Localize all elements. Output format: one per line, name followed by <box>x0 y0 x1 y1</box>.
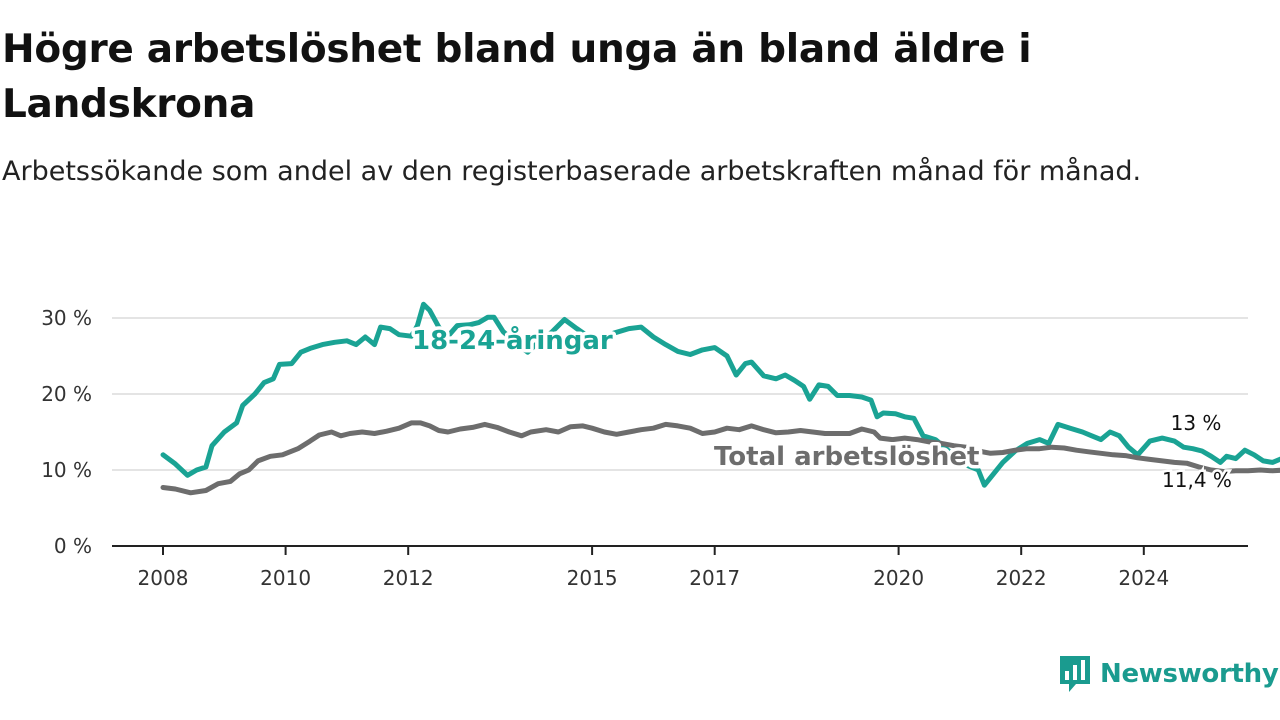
x-tick-label: 2015 <box>567 566 618 590</box>
x-tick-label: 2008 <box>138 566 189 590</box>
chart-subtitle: Arbetssökande som andel av den registerb… <box>2 156 1142 187</box>
gridlines <box>112 317 1248 471</box>
series-line-youth <box>160 301 1280 488</box>
x-tick-label: 2010 <box>260 566 311 590</box>
x-tick-label: 2022 <box>996 566 1047 590</box>
series-labels: 18-24-åringar Total arbetslöshet 13 % 11,4 … <box>409 321 1235 495</box>
x-tick-label: 2017 <box>689 566 740 590</box>
newsworthy-logo: Newsworthy <box>1058 654 1279 694</box>
series-line-total <box>160 420 1280 496</box>
brand-name: Newsworthy <box>1100 659 1279 689</box>
y-tick-label: 30 % <box>41 306 92 330</box>
line-chart: 0 % 10 % 20 % 30 % 2008 2010 2012 2015 2017 2020… <box>41 301 1280 590</box>
x-axis: 2008 2010 2012 2015 2017 2020 2022 2024 <box>112 545 1248 590</box>
y-tick-label: 10 % <box>41 458 92 482</box>
series-label-total: Total arbetslöshet <box>714 442 979 472</box>
series-label-youth: 18-24-åringar <box>412 324 613 356</box>
end-label-total: 11,4 % <box>1162 468 1232 492</box>
end-label-youth: 13 % <box>1171 411 1222 435</box>
series-lines <box>160 301 1280 496</box>
newsworthy-chart-bubble-icon <box>1060 656 1090 692</box>
x-tick-label: 2012 <box>383 566 434 590</box>
y-tick-label: 20 % <box>41 382 92 406</box>
x-tick-label: 2024 <box>1118 566 1169 590</box>
x-tick-label: 2020 <box>873 566 924 590</box>
y-tick-label: 0 % <box>54 534 92 558</box>
chart-title: Högre arbetslöshet bland unga än bland ä… <box>2 27 1032 127</box>
y-axis: 0 % 10 % 20 % 30 % <box>41 306 92 558</box>
